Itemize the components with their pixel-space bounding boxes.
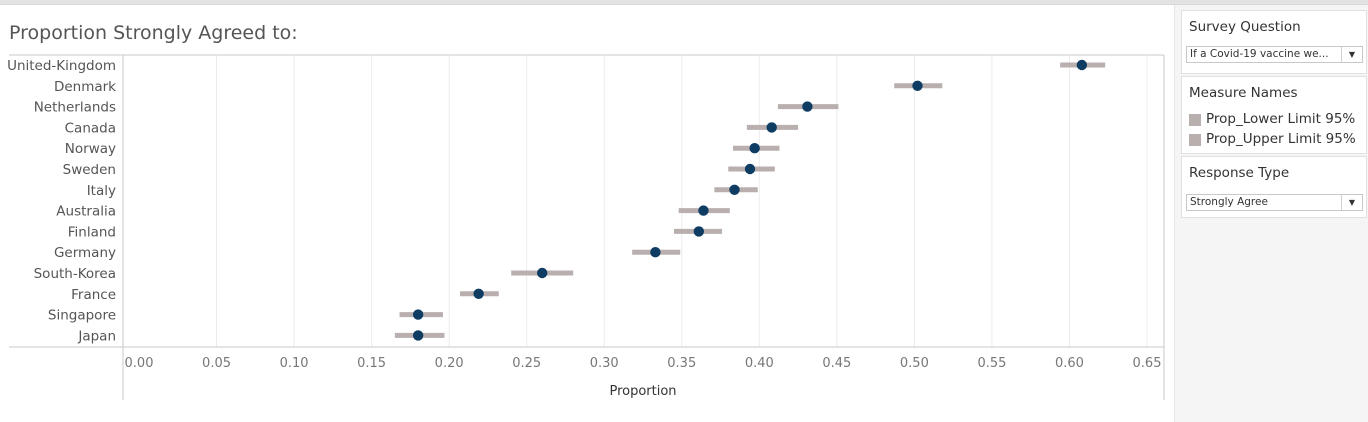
x-tick-label: 0.25 <box>512 356 541 371</box>
measure-names-card: Measure Names Prop_Lower Limit 95% Prop_… <box>1181 76 1367 154</box>
x-tick-label: 0.15 <box>357 356 386 371</box>
legend-swatch-lower-limit <box>1189 114 1201 126</box>
chart-title: Proportion Strongly Agreed to: <box>9 22 298 44</box>
x-tick-label: 0.65 <box>1133 356 1162 371</box>
category-label: Netherlands <box>34 100 116 116</box>
top-divider <box>0 4 1368 5</box>
category-label: South-Korea <box>34 266 116 282</box>
chevron-down-icon[interactable]: ▼ <box>1341 47 1362 62</box>
estimate-point <box>1076 59 1088 71</box>
estimate-point <box>729 184 740 195</box>
estimate-point <box>766 122 777 133</box>
estimate-point <box>473 288 484 299</box>
category-label: Singapore <box>48 308 116 324</box>
estimate-point <box>693 226 705 237</box>
x-tick-label: 0.60 <box>1055 356 1084 371</box>
estimate-point <box>650 247 661 258</box>
x-tick-label: 0.40 <box>745 356 774 371</box>
x-axis-label: Proportion <box>609 384 676 399</box>
category-label: Finland <box>68 224 116 240</box>
x-tick-label: 0.20 <box>435 356 464 371</box>
x-tick-label: 0.35 <box>667 356 696 371</box>
category-label: Germany <box>54 245 116 261</box>
x-tick-label: 0.30 <box>590 356 619 371</box>
chevron-down-icon[interactable]: ▼ <box>1341 195 1362 210</box>
x-tick-label: 0.05 <box>202 356 231 371</box>
category-label: Norway <box>65 141 116 157</box>
estimate-point <box>802 101 813 112</box>
legend-swatch-upper-limit <box>1189 134 1201 146</box>
survey-question-dropdown[interactable]: If a Covid-19 vaccine we... ▼ <box>1186 46 1363 63</box>
x-tick-label: 0.50 <box>900 356 929 371</box>
survey-question-value: If a Covid-19 vaccine we... <box>1190 48 1329 60</box>
survey-question-card: Survey Question If a Covid-19 vaccine we… <box>1181 10 1367 74</box>
estimate-point <box>412 309 424 320</box>
measure-names-title: Measure Names <box>1189 85 1298 101</box>
category-label: Denmark <box>54 79 116 95</box>
category-label: Italy <box>87 183 116 199</box>
estimate-point <box>698 205 709 216</box>
estimate-point <box>749 143 760 154</box>
legend-label-lower-limit: Prop_Lower Limit 95% <box>1206 111 1356 127</box>
category-label: France <box>71 287 116 303</box>
x-tick-label: 0.00 <box>125 356 154 371</box>
estimate-point <box>912 80 923 92</box>
category-label: Australia <box>56 204 116 220</box>
x-tick-label: 0.45 <box>822 356 851 371</box>
response-type-value: Strongly Agree <box>1190 196 1268 208</box>
estimate-point <box>744 163 756 175</box>
response-type-dropdown[interactable]: Strongly Agree ▼ <box>1186 194 1363 211</box>
category-label: United-Kingdom <box>7 58 116 74</box>
category-label: Sweden <box>63 162 116 178</box>
top-toolbar-strip <box>0 0 1368 4</box>
category-label: Canada <box>65 120 116 136</box>
response-type-card: Response Type Strongly Agree ▼ <box>1181 156 1367 218</box>
filter-panel: Survey Question If a Covid-19 vaccine we… <box>1174 5 1368 422</box>
category-label: Japan <box>77 328 116 344</box>
response-type-title: Response Type <box>1189 165 1290 181</box>
estimate-point <box>537 267 548 279</box>
legend-label-upper-limit: Prop_Upper Limit 95% <box>1206 131 1356 147</box>
dot-interval-chart: 0.00 0.05 0.10 0.15 0.20 0.25 0.30 0.35 0.40 0.45… <box>7 54 1165 400</box>
x-tick-label: 0.10 <box>280 356 309 371</box>
estimate-point <box>412 330 424 341</box>
x-tick-label: 0.55 <box>977 356 1006 371</box>
survey-question-title: Survey Question <box>1189 19 1301 35</box>
